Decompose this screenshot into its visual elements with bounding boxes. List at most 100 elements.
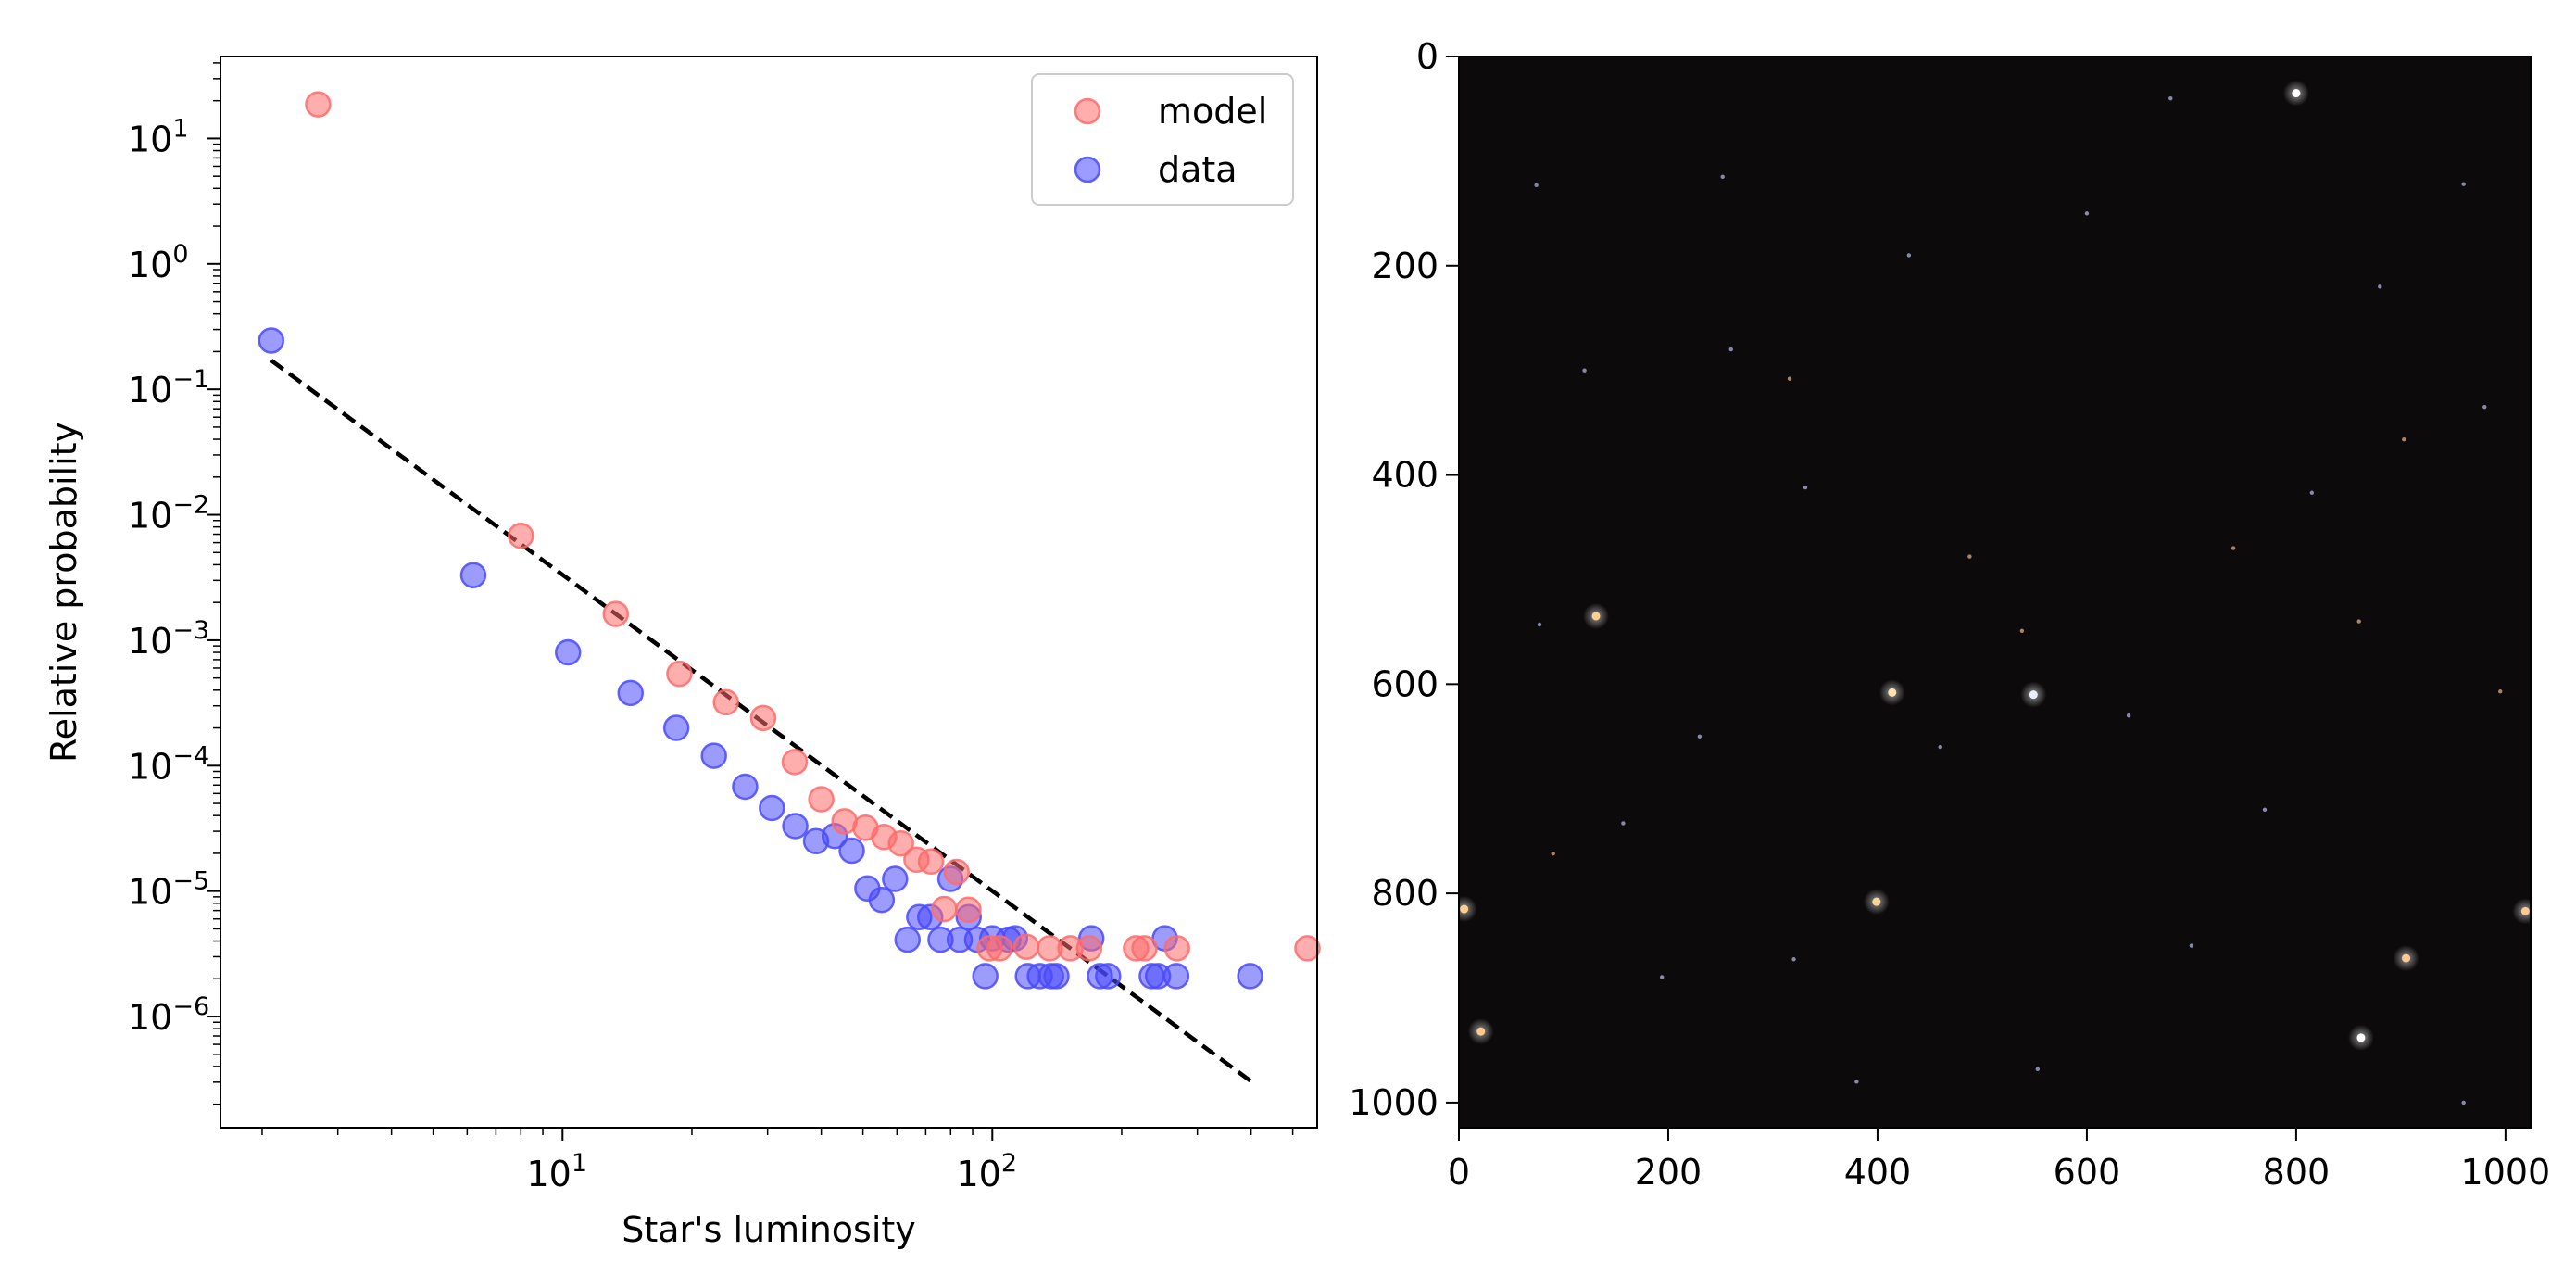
faint-star: [2378, 284, 2382, 289]
image-y-tick-label: 200: [1371, 246, 1439, 286]
bright-star: [1872, 897, 1881, 906]
image-axes-frame: [1458, 56, 2532, 1129]
faint-star: [2482, 404, 2487, 410]
bright-star: [2292, 89, 2301, 98]
point-model: [917, 848, 945, 876]
bright-star: [2402, 953, 2411, 963]
faint-star: [1803, 485, 1808, 490]
faint-star: [2230, 546, 2236, 550]
faint-star: [2262, 807, 2268, 813]
point-data: [1162, 963, 1190, 990]
point-model: [931, 895, 958, 923]
legend-label-model: model: [1158, 91, 1267, 132]
faint-star: [1659, 975, 1665, 979]
faint-star: [1537, 622, 1542, 627]
point-data: [662, 714, 690, 741]
faint-star: [2309, 490, 2315, 495]
point-model: [712, 688, 739, 716]
point-data: [554, 638, 582, 666]
image-y-axis-ticks: 0 200 400 600 800 1000: [1349, 36, 1459, 1123]
image-y-tick-label: 400: [1371, 455, 1439, 496]
image-x-tick-label: 200: [1635, 1152, 1703, 1193]
bright-star: [1476, 1027, 1486, 1036]
star-field-image: [1459, 57, 2531, 1128]
image-x-tick-label: 1000: [2461, 1152, 2551, 1193]
image-y-tick-label: 0: [1416, 36, 1439, 77]
faint-star: [1551, 852, 1555, 856]
bright-star: [2356, 1033, 2366, 1042]
faint-star: [1906, 253, 1912, 258]
faint-star: [1967, 554, 1972, 559]
bright-star: [1460, 904, 1469, 914]
point-model: [749, 704, 777, 732]
point-data: [894, 926, 922, 953]
bright-star: [2029, 690, 2038, 700]
point-model: [305, 91, 332, 118]
point-data: [882, 865, 909, 892]
faint-star: [1582, 368, 1587, 373]
point-data: [459, 562, 487, 588]
y-tick-label: 10−1: [128, 365, 209, 410]
faint-star: [2461, 1100, 2466, 1105]
faint-star: [1728, 347, 1733, 352]
point-model: [508, 522, 534, 549]
point-data: [1095, 963, 1122, 990]
point-model: [1294, 935, 1321, 962]
y-axis-label: Relative probability: [44, 422, 84, 763]
scatter-plot-area: [258, 91, 1321, 1085]
faint-star: [1621, 821, 1626, 826]
point-data: [972, 963, 999, 990]
faint-star: [2126, 713, 2131, 718]
faint-star: [2356, 619, 2361, 624]
point-model: [666, 660, 693, 688]
faint-star: [2035, 1067, 2041, 1071]
bright-star: [1591, 612, 1601, 621]
image-x-tick-label: 0: [1448, 1152, 1470, 1193]
point-model: [1075, 935, 1103, 962]
point-model: [808, 786, 835, 813]
point-model: [887, 829, 914, 857]
faint-star: [2019, 628, 2025, 633]
point-data: [868, 886, 896, 914]
point-data: [759, 794, 785, 822]
image-x-axis-ticks: 0 200 400 600 800 1000: [1448, 1128, 2550, 1193]
point-model: [1012, 933, 1040, 960]
star-field-panel: 0 200 400 600 800 1000 0 200 400 600 800 1000: [1349, 36, 2550, 1193]
faint-star: [1791, 957, 1796, 962]
bright-star: [2520, 906, 2530, 915]
faint-star: [2402, 436, 2406, 442]
point-data: [1043, 963, 1070, 990]
image-x-tick-label: 600: [2054, 1152, 2121, 1193]
faint-star: [2168, 95, 2173, 101]
point-data: [258, 327, 285, 354]
legend-marker-model: [1074, 97, 1101, 125]
point-model: [781, 749, 809, 776]
faint-star: [1787, 376, 1792, 381]
faint-star: [1720, 174, 1725, 180]
point-data: [617, 679, 645, 707]
point-model: [986, 935, 1013, 962]
point-model: [955, 896, 982, 924]
faint-star: [2084, 211, 2090, 216]
image-y-tick-label: 600: [1371, 663, 1439, 704]
y-tick-label: 10−4: [128, 741, 209, 787]
point-data: [732, 773, 759, 801]
legend-label-data: data: [1158, 149, 1238, 190]
bright-star: [1888, 688, 1897, 697]
point-model: [602, 600, 630, 627]
star-field-stars: [1451, 80, 2539, 1105]
point-data: [838, 837, 865, 865]
image-y-tick-label: 800: [1371, 873, 1439, 914]
x-axis-label: Star's luminosity: [622, 1209, 916, 1250]
legend: model data: [1031, 73, 1294, 206]
point-data: [700, 742, 727, 769]
faint-star: [1854, 1080, 1859, 1084]
image-y-tick-label: 1000: [1349, 1082, 1439, 1123]
point-model: [1163, 935, 1190, 962]
legend-marker-data: [1074, 156, 1101, 183]
point-model: [943, 858, 971, 886]
faint-star: [1534, 183, 1539, 188]
faint-star: [1938, 744, 1942, 750]
